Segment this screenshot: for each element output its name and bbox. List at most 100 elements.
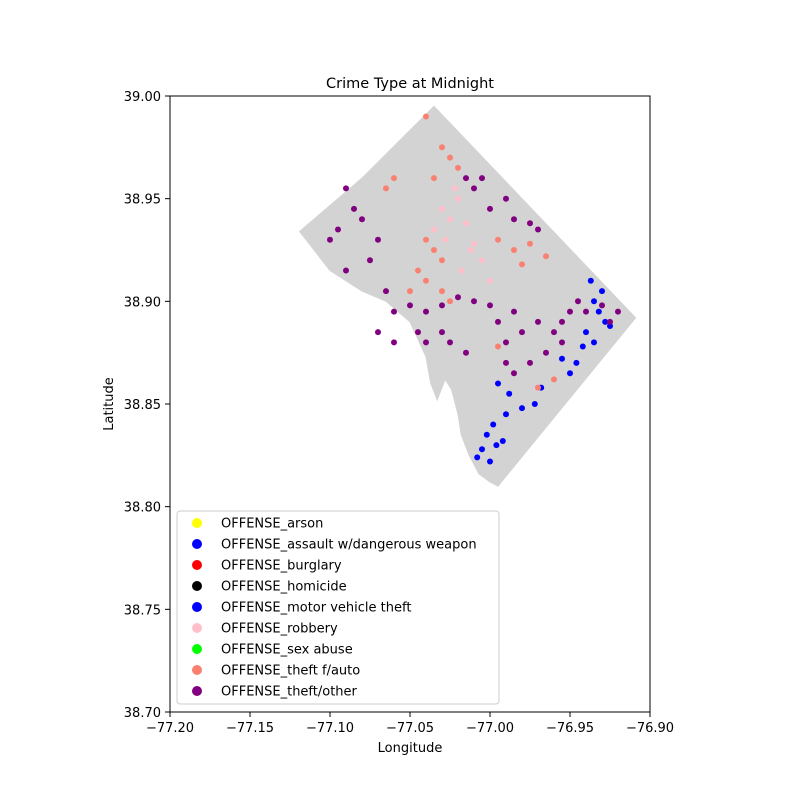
point-8-40 (447, 339, 453, 346)
point-8-25 (583, 308, 589, 315)
point-8-12 (439, 302, 445, 309)
point-1-8 (579, 343, 586, 350)
point-7-4 (431, 175, 437, 182)
point-8-7 (343, 267, 349, 274)
legend-marker (192, 539, 202, 549)
legend-label: OFFENSE_burglary (221, 559, 342, 574)
point-1-18 (490, 421, 497, 428)
point-1-16 (495, 380, 501, 387)
plot-area (298, 105, 637, 487)
point-7-10 (415, 267, 421, 274)
legend: OFFENSE_arson OFFENSE_assault w/dangerous… (176, 510, 500, 705)
point-8-27 (615, 308, 621, 315)
point-8-22 (559, 318, 565, 325)
x-tick-label: −77.05 (386, 721, 434, 736)
point-8-4 (327, 236, 333, 243)
legend-marker (192, 518, 202, 528)
point-1-21 (479, 446, 485, 453)
point-7-15 (495, 236, 501, 243)
point-8-39 (439, 329, 445, 336)
y-tick-label: 38.90 (124, 295, 161, 310)
point-7-0 (423, 113, 429, 120)
point-5-0 (439, 205, 445, 212)
point-8-33 (527, 220, 533, 227)
legend-marker (192, 644, 202, 654)
point-1-11 (567, 370, 573, 377)
point-1-4 (602, 318, 609, 325)
point-8-9 (391, 308, 397, 315)
point-5-2 (447, 216, 453, 223)
point-8-10 (407, 302, 413, 309)
y-axis: 38.70 38.75 38.80 38.85 38.90 38.95 39.00 (124, 90, 170, 721)
point-7-21 (535, 384, 541, 391)
point-1-5 (583, 329, 589, 336)
y-tick-label: 38.85 (124, 398, 161, 413)
y-axis-label: Latitude (102, 377, 117, 431)
point-1-7 (607, 323, 613, 329)
point-5-5 (442, 236, 449, 243)
point-8-28 (607, 318, 613, 325)
point-8-46 (559, 339, 565, 346)
point-8-30 (487, 205, 493, 212)
x-tick-label: −76.90 (626, 721, 674, 736)
point-8-24 (575, 298, 581, 305)
point-5-7 (479, 257, 485, 264)
point-5-10 (471, 240, 477, 247)
legend-box (176, 510, 500, 705)
point-7-20 (495, 343, 501, 350)
legend-label: OFFENSE_assault w/dangerous weapon (221, 538, 477, 553)
point-5-9 (487, 277, 493, 284)
x-axis: −77.20 −77.15 −77.10 −77.05 −77.00 −76.95 −76.… (146, 712, 674, 736)
point-8-41 (463, 349, 469, 356)
point-7-1 (439, 144, 445, 151)
point-7-3 (455, 164, 461, 171)
point-8-36 (479, 175, 485, 182)
point-1-17 (503, 411, 509, 418)
point-8-23 (567, 308, 573, 315)
point-5-3 (463, 220, 469, 227)
point-1-19 (483, 431, 490, 438)
legend-label: OFFENSE_motor vehicle theft (221, 601, 411, 616)
y-tick-label: 38.70 (124, 706, 161, 721)
point-1-23 (487, 458, 493, 465)
data-points (327, 113, 621, 465)
point-8-35 (463, 175, 469, 182)
point-8-13 (455, 294, 461, 301)
point-7-19 (519, 261, 525, 268)
point-8-0 (343, 185, 349, 192)
point-7-2 (447, 154, 453, 161)
point-8-31 (503, 195, 509, 202)
point-1-0 (587, 277, 594, 284)
x-tick-label: −76.95 (546, 721, 594, 736)
point-7-22 (551, 376, 557, 383)
point-1-15 (506, 390, 513, 397)
point-8-38 (415, 329, 421, 336)
point-8-5 (375, 236, 381, 243)
point-7-8 (431, 247, 437, 253)
x-tick-label: −77.10 (306, 721, 354, 736)
point-8-17 (511, 308, 517, 315)
legend-marker (192, 602, 202, 612)
point-5-1 (455, 195, 461, 202)
point-8-21 (551, 329, 557, 336)
point-8-3 (335, 226, 341, 233)
point-8-43 (511, 370, 517, 377)
point-1-22 (474, 454, 481, 461)
point-7-12 (439, 288, 445, 295)
point-1-3 (595, 308, 602, 315)
point-7-11 (423, 277, 429, 284)
city-boundary (298, 105, 637, 487)
point-8-19 (519, 329, 525, 336)
y-tick-label: 38.80 (124, 501, 161, 516)
legend-marker (192, 686, 202, 696)
y-tick-label: 39.00 (124, 90, 161, 105)
point-7-16 (511, 247, 517, 253)
point-1-9 (573, 359, 580, 366)
legend-marker (192, 560, 202, 570)
y-tick-label: 38.75 (124, 603, 161, 618)
point-8-15 (487, 302, 493, 309)
point-1-1 (599, 288, 605, 295)
legend-label: OFFENSE_sex abuse (221, 643, 353, 658)
point-8-6 (367, 257, 373, 264)
